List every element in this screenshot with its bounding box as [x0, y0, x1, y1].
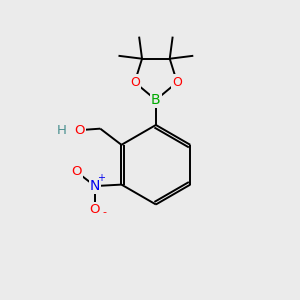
Text: H: H [56, 124, 66, 136]
Text: O: O [130, 76, 140, 89]
Text: +: + [98, 173, 105, 183]
Text: O: O [90, 203, 100, 216]
Text: N: N [90, 179, 100, 193]
Text: B: B [151, 93, 161, 107]
Text: O: O [71, 165, 82, 178]
Text: O: O [172, 76, 182, 89]
Text: O: O [74, 124, 85, 136]
Text: -: - [102, 207, 106, 217]
